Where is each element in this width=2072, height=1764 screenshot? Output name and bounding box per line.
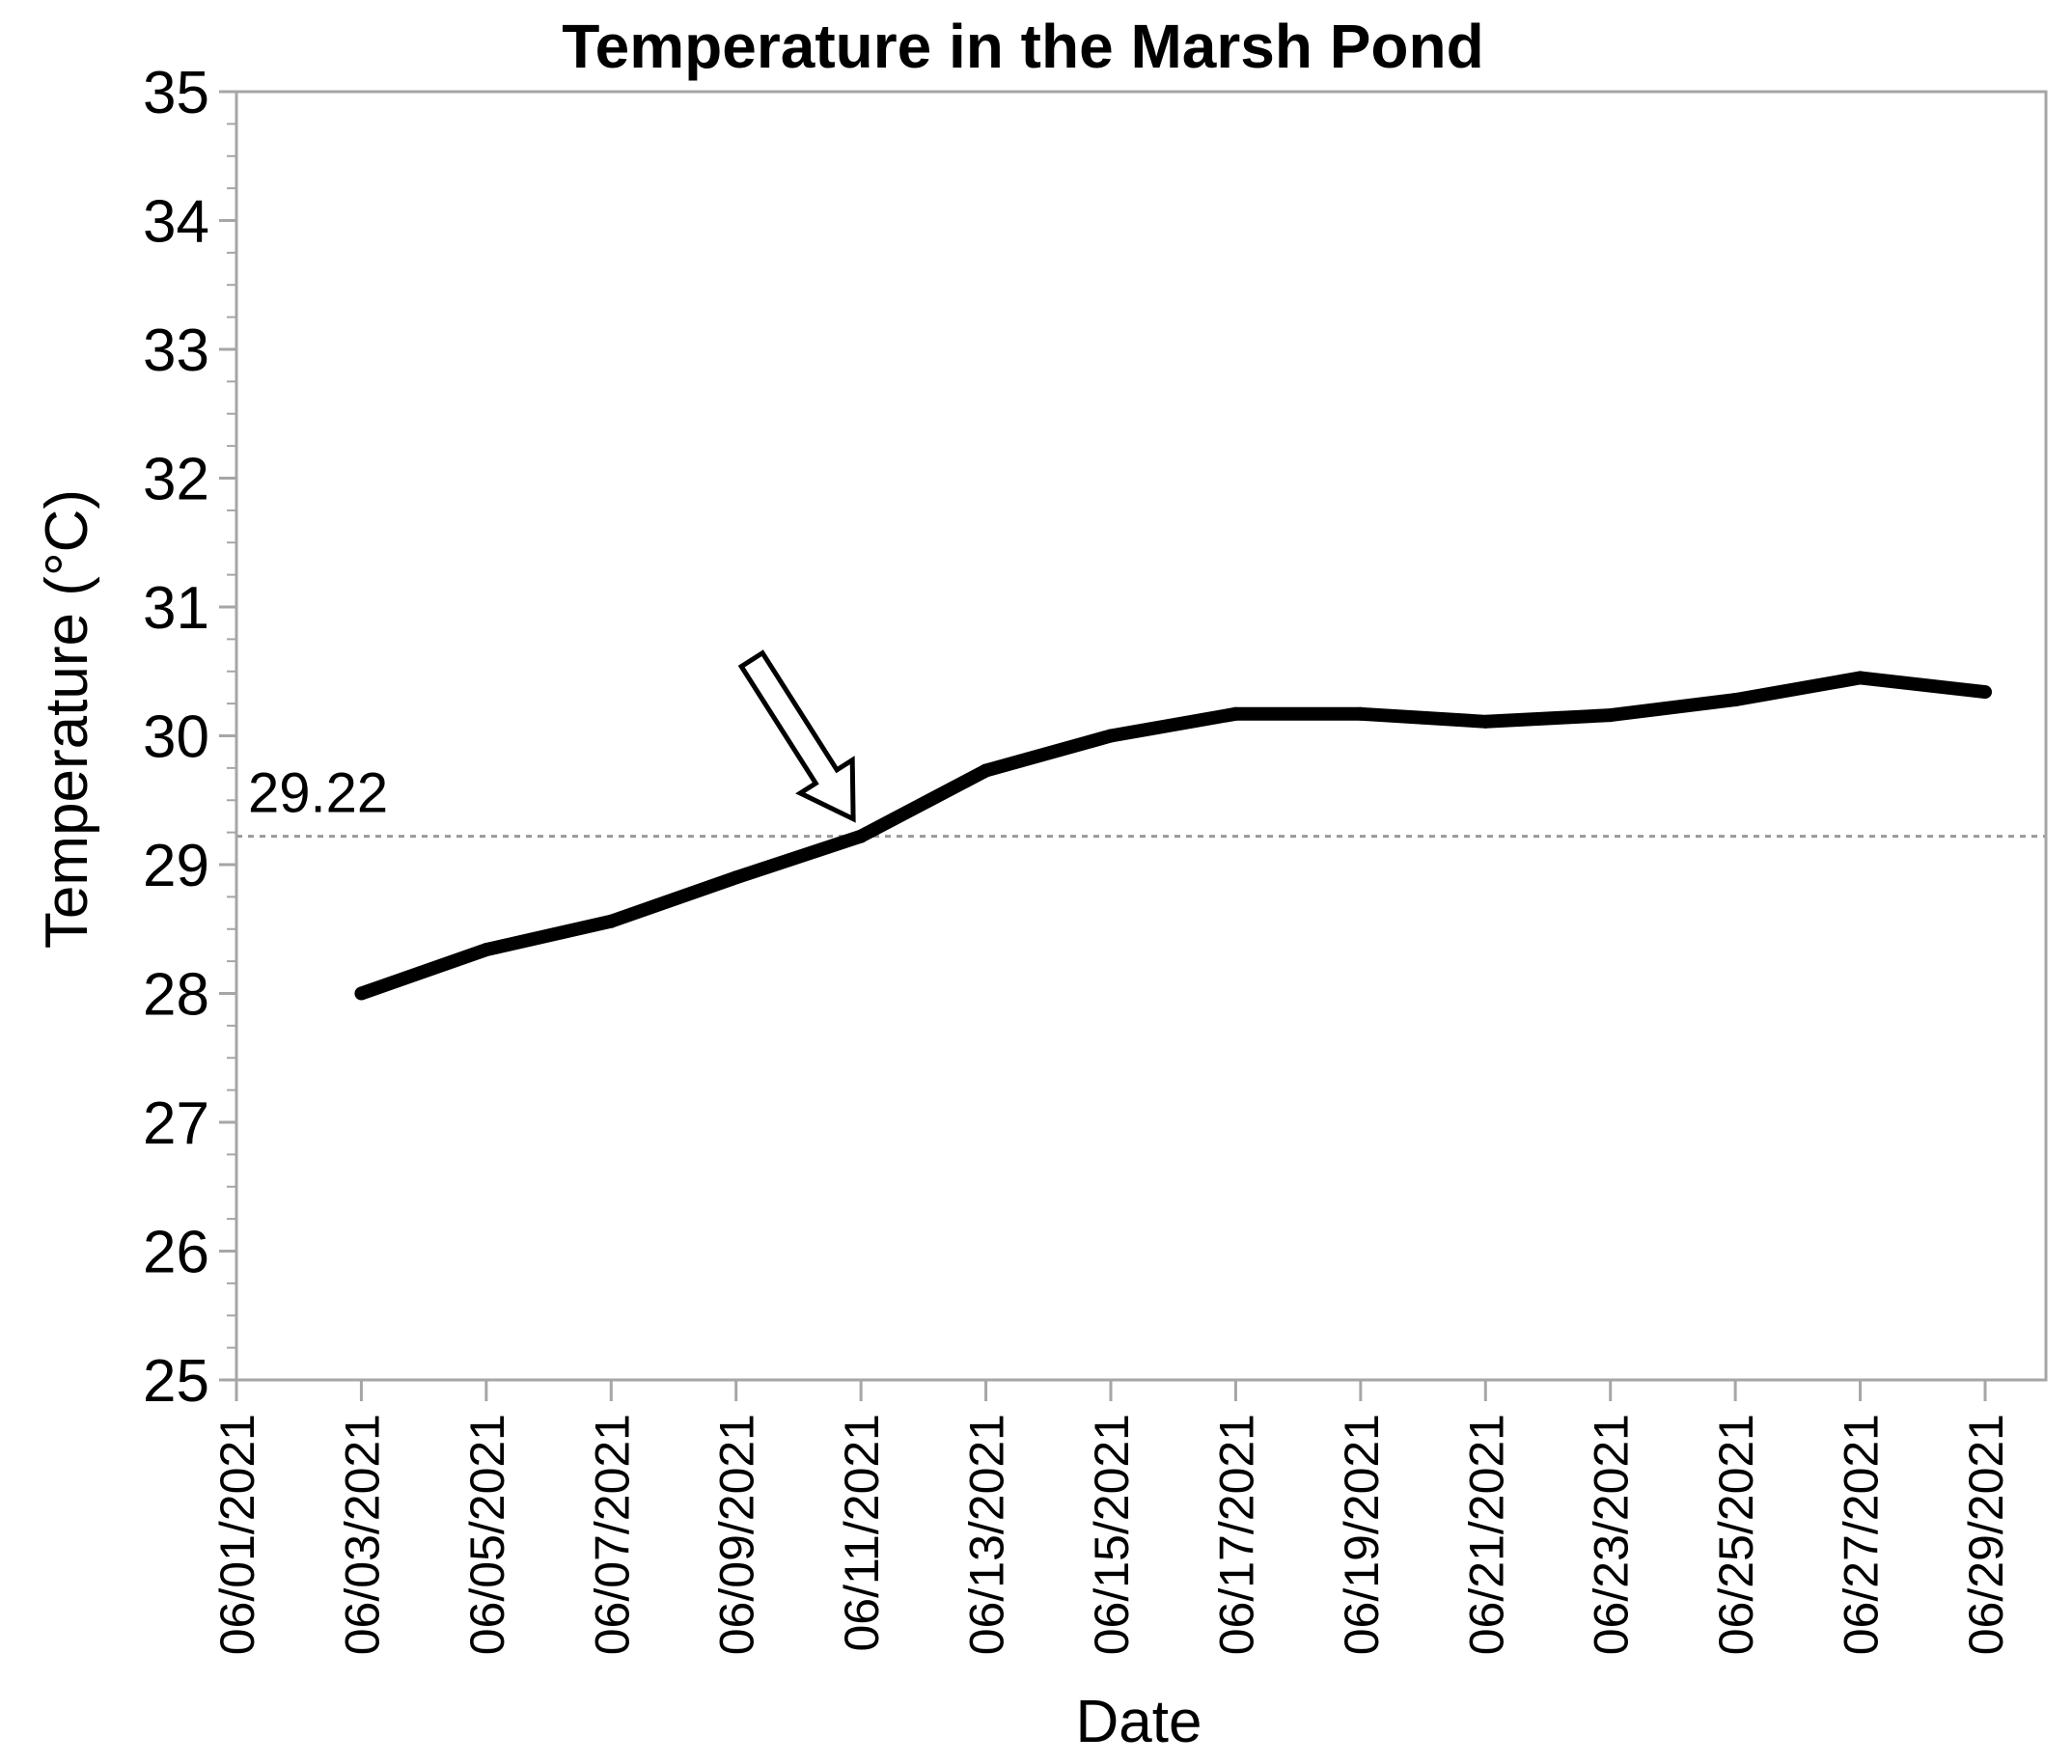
data-point	[1728, 693, 1743, 707]
series-line	[359, 671, 1986, 1001]
data-point	[1603, 708, 1617, 723]
chart-title: Temperature in the Marsh Pond	[562, 12, 1483, 81]
x-tick-label: 06/19/2021	[1335, 1414, 1389, 1655]
annotation-arrow-group	[737, 649, 856, 823]
y-tick-label: 33	[143, 317, 209, 384]
data-point	[1353, 706, 1368, 721]
y-axis-label: Temperature (°C)	[34, 489, 100, 949]
x-tick-label: 06/25/2021	[1709, 1414, 1763, 1655]
x-tick-label: 06/15/2021	[1085, 1414, 1139, 1655]
plot-area-frame	[235, 90, 2048, 1382]
x-tick-label: 06/11/2021	[835, 1414, 889, 1652]
data-point	[1478, 714, 1493, 729]
y-tick-label: 35	[143, 60, 209, 126]
data-point	[354, 986, 369, 1001]
x-tick-label: 06/01/2021	[210, 1414, 264, 1655]
reference-line-group: 29.22	[236, 762, 2046, 839]
data-point	[729, 870, 743, 885]
y-tick-label: 34	[143, 189, 209, 256]
y-tick-label: 31	[143, 575, 209, 642]
data-point	[854, 829, 869, 843]
x-tick-label: 06/03/2021	[335, 1414, 389, 1655]
y-tick-label: 26	[143, 1220, 209, 1286]
data-point	[1853, 671, 1867, 685]
x-tick-label: 06/23/2021	[1585, 1414, 1639, 1655]
y-tick-label: 29	[143, 833, 209, 899]
x-tick-label: 06/21/2021	[1459, 1414, 1513, 1655]
series-group	[354, 671, 1992, 1001]
x-tick-label: 06/17/2021	[1209, 1414, 1263, 1655]
x-tick-label: 06/05/2021	[460, 1414, 514, 1655]
y-tick-label: 25	[143, 1348, 209, 1415]
data-point	[1229, 706, 1243, 721]
annotation-arrow	[737, 649, 856, 823]
x-axis-label: Date	[1076, 1689, 1202, 1755]
x-tick-label: 06/13/2021	[960, 1414, 1014, 1655]
y-tick-label: 27	[143, 1090, 209, 1157]
x-axis-ticks: 06/01/2021 06/03/2021 06/05/2021 06/07/2021…	[210, 1380, 2013, 1655]
x-tick-label: 06/27/2021	[1835, 1414, 1889, 1655]
data-point	[979, 763, 993, 778]
y-tick-label: 30	[143, 704, 209, 771]
y-axis-ticks: 25 26 27 28 29 30 31 32 33 34 35	[143, 60, 236, 1415]
x-tick-label: 06/29/2021	[1959, 1414, 2013, 1655]
data-point	[1978, 685, 1992, 700]
x-tick-label: 06/09/2021	[710, 1414, 764, 1655]
data-point	[479, 943, 493, 957]
y-tick-label: 32	[143, 447, 209, 513]
data-point	[604, 914, 619, 928]
reference-line-label: 29.22	[248, 762, 388, 825]
data-point	[1104, 729, 1118, 743]
y-tick-label: 28	[143, 962, 209, 1029]
x-tick-label: 06/07/2021	[585, 1414, 639, 1655]
